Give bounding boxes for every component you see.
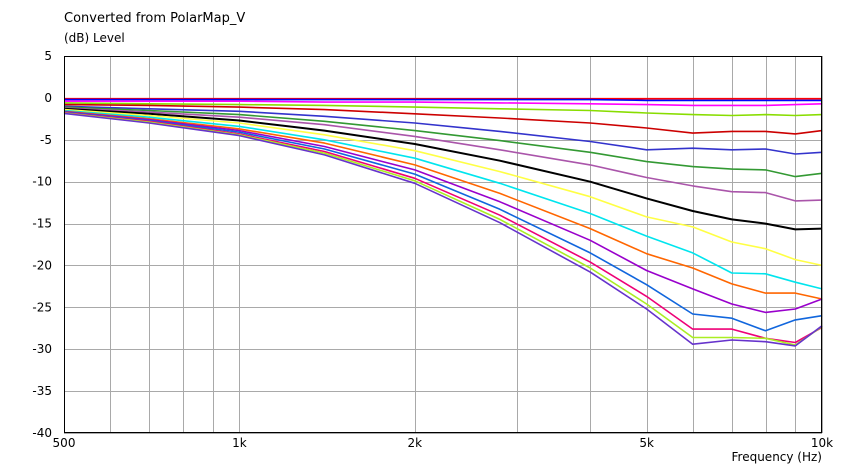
series-line-8 [63,107,823,202]
series-line-6 [63,105,823,155]
y-tick-label: -35 [32,384,52,398]
series-line-3 [64,100,823,107]
y-tick-label: -25 [32,300,52,314]
y-tick-label: -20 [32,258,52,272]
y-tick-label: -30 [32,342,52,356]
x-tick-label: 10k [811,436,833,450]
y-tick-labels: 5 0 -5 -10 -15 -20 -25 -30 -35 -40 [32,49,52,440]
y-tick-label: -10 [32,175,52,189]
y-tick-label: -40 [32,426,52,440]
series-line-10 [63,108,823,267]
x-tick-labels: 500 1k 2k 5k 10k [53,436,834,450]
series-line-13 [63,110,823,314]
series-line-14 [63,111,823,332]
chart-title: Converted from PolarMap_V [64,11,246,26]
series-line-12 [63,110,823,300]
series-line-2 [64,98,822,102]
series-line-7 [63,106,823,178]
y-tick-label: 0 [44,91,52,105]
x-tick-label: 500 [53,436,76,450]
x-tick-label: 5k [639,436,654,450]
series-line-5 [63,103,823,135]
x-tick-label: 2k [407,436,422,450]
y-tick-label: -5 [40,133,52,147]
series-line-4 [63,102,823,117]
y-tick-label: -15 [32,217,52,231]
x-axis-label: Frequency (Hz) [731,450,823,464]
grid [64,56,823,434]
y-tick-label: 5 [44,49,52,63]
series-layer [63,97,823,347]
x-tick-label: 1k [232,436,247,450]
plot-frame [64,56,822,433]
series-line-11 [63,109,823,290]
series-line-17 [63,112,823,347]
series-line-9 [63,107,823,231]
y-axis-label: (dB) Level [64,31,125,45]
